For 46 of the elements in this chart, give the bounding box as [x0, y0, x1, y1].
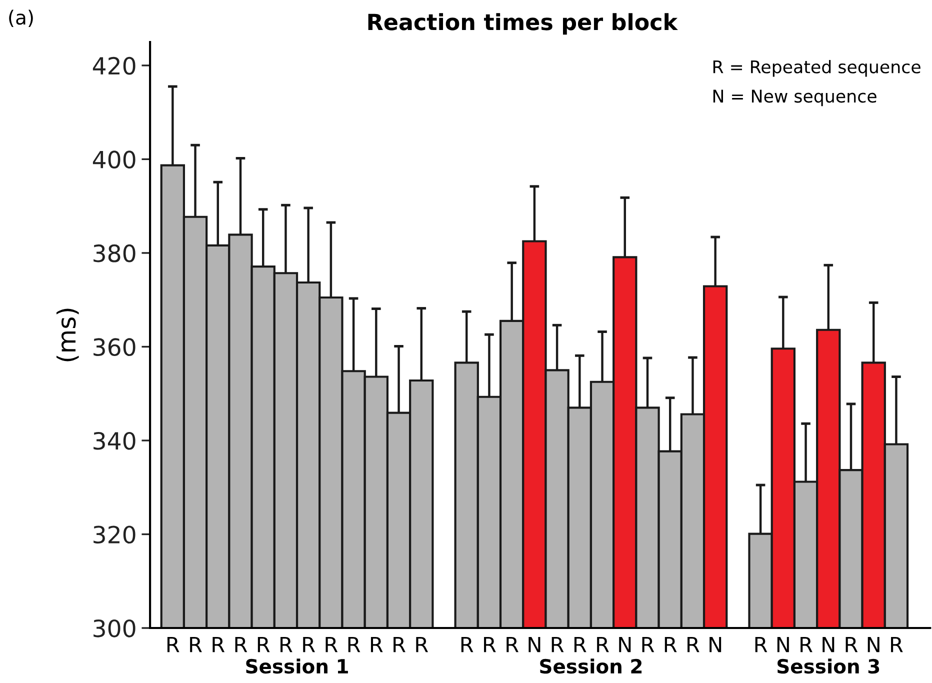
x-tick-label: R [212, 636, 225, 652]
text: Session 3 [778, 658, 880, 674]
x-tick-label: N [822, 636, 834, 652]
y-tick-label: 400 [92, 150, 136, 169]
x-tick-label: R [280, 636, 292, 652]
x-tick-label: R [416, 636, 428, 652]
x-tick-label: R [664, 636, 677, 652]
y-tick-label: 360 [94, 338, 136, 356]
x-tick-label: R [461, 636, 474, 652]
x-tick-label: N [528, 636, 540, 652]
y-axis-title: (ms) [56, 308, 79, 362]
x-tick-label: N [710, 636, 722, 652]
x-tick-label: R [891, 636, 903, 652]
x-tick-label: R [235, 636, 248, 652]
y-tick-label: 340 [94, 432, 136, 450]
x-tick-label: N [619, 636, 631, 652]
annotation: R = Repeated sequence [713, 60, 920, 77]
x-tick-label: R [394, 636, 406, 652]
y-tick-label: 380 [94, 244, 136, 262]
x-tick-label: R [574, 636, 586, 652]
chart-title: Reaction times per block [368, 13, 678, 35]
x-tick-label: N [777, 636, 789, 652]
text: Session 2 [540, 658, 642, 674]
x-tick-label: R [755, 636, 768, 652]
x-tick-label: R [167, 636, 180, 652]
x-tick-label: R [642, 636, 654, 652]
y-tick-label: 300 [94, 619, 136, 638]
x-tick-label: R [597, 636, 609, 652]
y-tick-label: 320 [94, 526, 136, 544]
text: (a) [9, 10, 33, 28]
x-tick-label: R [800, 636, 812, 652]
x-tick-label: R [552, 636, 564, 652]
x-tick-label: N [868, 636, 880, 652]
x-tick-label: R [846, 636, 858, 652]
x-tick-label: R [303, 636, 315, 652]
x-tick-label: R [190, 636, 202, 652]
y-tick-label: 420 [92, 56, 136, 75]
x-tick-label: R [370, 636, 383, 652]
x-tick-label: R [688, 636, 700, 652]
x-tick-label: R [506, 636, 518, 652]
text: Session 1 [246, 658, 348, 674]
x-tick-label: R [484, 636, 496, 652]
x-tick-label: R [348, 636, 360, 652]
x-tick-label: R [326, 636, 338, 652]
x-tick-label: R [258, 636, 270, 652]
annotation: N = New sequence [713, 90, 876, 106]
